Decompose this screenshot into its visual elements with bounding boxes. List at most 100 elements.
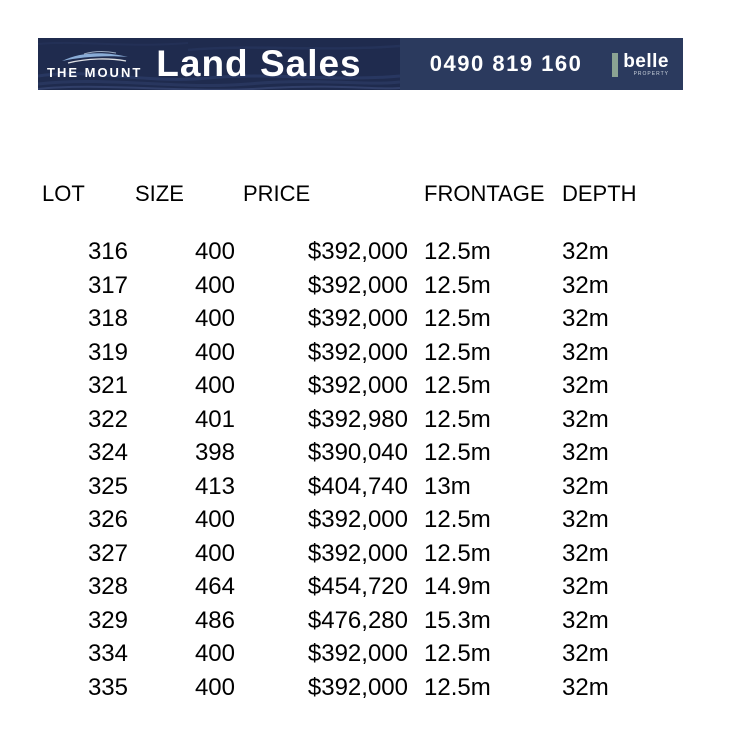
cell-price: $390,040	[307, 439, 408, 466]
cell-frontage: 12.5m	[424, 271, 491, 299]
header-price: PRICE	[243, 181, 311, 206]
cell-lot: 329	[87, 606, 128, 634]
cell-price: $392,000	[307, 372, 408, 399]
cell-size: 400	[194, 640, 235, 667]
table-row: 317 400 $392,000 12.5m 32m	[42, 269, 682, 303]
cell-size: 464	[194, 573, 235, 600]
cell-price: $392,000	[307, 271, 408, 299]
cell-size: 400	[194, 338, 235, 366]
cell-price: $454,720	[307, 573, 408, 600]
cell-size: 413	[194, 472, 235, 500]
header-lot: LOT	[42, 181, 85, 206]
table-row: 326 400 $392,000 12.5m 32m	[42, 503, 682, 537]
cell-depth: 32m	[562, 539, 609, 567]
cell-frontage: 15.3m	[424, 606, 491, 634]
cell-depth: 32m	[562, 606, 609, 634]
cell-frontage: 12.5m	[424, 506, 491, 533]
table-row: 324 398 $390,040 12.5m 32m	[42, 436, 682, 470]
cell-size: 400	[194, 238, 235, 265]
belle-brand-name: belle	[623, 50, 669, 72]
table-row: 328 464 $454,720 14.9m 32m	[42, 570, 682, 604]
header-depth: DEPTH	[562, 181, 637, 206]
cell-price: $392,000	[307, 673, 408, 701]
table-header-row: LOT SIZE PRICE FRONTAGE DEPTH	[42, 182, 682, 206]
cell-depth: 32m	[562, 573, 609, 600]
cell-frontage: 12.5m	[424, 338, 491, 366]
table-row: 327 400 $392,000 12.5m 32m	[42, 537, 682, 571]
logo-wordmark: THE MOUNT	[47, 64, 143, 80]
phone-number: 0490 819 160	[429, 51, 583, 76]
wave-pattern-decoration	[38, 41, 400, 90]
cell-size: 486	[194, 606, 235, 634]
cell-depth: 32m	[562, 271, 609, 299]
table-row: 316 400 $392,000 12.5m 32m	[42, 235, 682, 269]
cell-size: 400	[194, 539, 235, 567]
cell-lot: 322	[87, 405, 128, 433]
header-size: SIZE	[135, 181, 184, 206]
cell-frontage: 12.5m	[424, 539, 491, 567]
belle-bar-icon	[612, 52, 619, 77]
cell-lot: 324	[87, 439, 128, 466]
cell-depth: 32m	[562, 372, 609, 399]
belle-brand-subtitle: PROPERTY	[633, 70, 669, 77]
table-row: 325 413 $404,740 13m 32m	[42, 470, 682, 504]
cell-depth: 32m	[562, 439, 609, 466]
cell-price: $392,000	[307, 305, 408, 332]
cell-price: $392,000	[307, 539, 408, 567]
cell-depth: 32m	[562, 305, 609, 332]
cell-depth: 32m	[562, 640, 609, 667]
cell-size: 400	[194, 673, 235, 701]
cell-price: $404,740	[307, 472, 408, 500]
the-mount-logo: THE MOUNT	[47, 49, 142, 80]
cell-frontage: 12.5m	[424, 405, 491, 433]
table-row: 334 400 $392,000 12.5m 32m	[42, 637, 682, 671]
cell-frontage: 14.9m	[424, 573, 491, 600]
page-title: Land Sales	[156, 43, 362, 84]
cell-lot: 317	[87, 271, 128, 299]
table-row: 322 401 $392,980 12.5m 32m	[42, 403, 682, 437]
cell-lot: 316	[87, 238, 128, 265]
table-row: 321 400 $392,000 12.5m 32m	[42, 369, 682, 403]
cell-depth: 32m	[562, 238, 609, 265]
cell-size: 398	[194, 439, 235, 466]
cell-lot: 327	[87, 539, 128, 567]
cell-lot: 325	[87, 472, 128, 500]
cell-depth: 32m	[562, 673, 609, 701]
cell-lot: 328	[87, 573, 128, 600]
cell-lot: 321	[87, 372, 128, 399]
cell-depth: 32m	[562, 405, 609, 433]
table-row: 335 400 $392,000 12.5m 32m	[42, 671, 682, 705]
cell-size: 400	[194, 271, 235, 299]
cell-size: 400	[194, 506, 235, 533]
cell-frontage: 12.5m	[424, 673, 491, 701]
cell-size: 401	[194, 405, 235, 433]
cell-lot: 334	[87, 640, 128, 667]
banner: THE MOUNT Land Sales 0490 819 160 belle …	[38, 38, 683, 90]
cell-frontage: 12.5m	[424, 640, 491, 667]
cell-frontage: 12.5m	[424, 305, 491, 332]
belle-property-logo: belle PROPERTY	[612, 52, 683, 77]
cell-depth: 32m	[562, 472, 609, 500]
cell-frontage: 12.5m	[424, 238, 491, 265]
cell-depth: 32m	[562, 338, 609, 366]
cell-size: 400	[194, 372, 235, 399]
cell-price: $392,980	[307, 405, 408, 433]
cell-lot: 335	[87, 673, 128, 701]
cell-size: 400	[194, 305, 235, 332]
table-row: 318 400 $392,000 12.5m 32m	[42, 302, 682, 336]
mountain-wave-icon	[58, 49, 132, 66]
cell-frontage: 13m	[424, 472, 471, 500]
header-frontage: FRONTAGE	[424, 181, 545, 206]
cell-lot: 318	[87, 305, 128, 332]
cell-lot: 319	[87, 338, 128, 366]
banner-left-panel: THE MOUNT Land Sales	[38, 38, 400, 90]
cell-price: $392,000	[307, 640, 408, 667]
cell-price: $392,000	[307, 506, 408, 533]
cell-price: $392,000	[307, 238, 408, 265]
table-body: 316 400 $392,000 12.5m 32m 317 400 $392,…	[42, 235, 682, 704]
cell-depth: 32m	[562, 506, 609, 533]
cell-frontage: 12.5m	[424, 439, 491, 466]
cell-price: $392,000	[307, 338, 408, 366]
cell-frontage: 12.5m	[424, 372, 491, 399]
banner-right-panel: 0490 819 160 belle PROPERTY	[400, 38, 683, 90]
